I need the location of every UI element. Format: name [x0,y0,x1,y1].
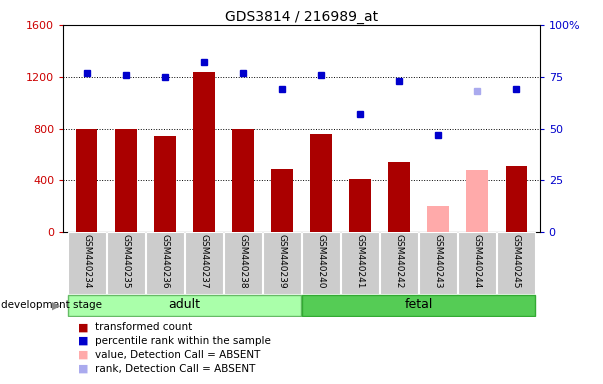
Bar [193,71,215,232]
Text: GSM440235: GSM440235 [121,234,130,289]
Bar [311,134,332,232]
Text: rank, Detection Call = ABSENT: rank, Detection Call = ABSENT [95,364,256,374]
FancyBboxPatch shape [107,232,145,294]
Text: value, Detection Call = ABSENT: value, Detection Call = ABSENT [95,350,260,360]
Text: GSM440245: GSM440245 [512,234,521,289]
Text: GSM440234: GSM440234 [82,234,91,289]
Text: GSM440240: GSM440240 [317,234,326,289]
Text: percentile rank within the sample: percentile rank within the sample [95,336,271,346]
FancyBboxPatch shape [458,232,496,294]
FancyBboxPatch shape [68,232,106,294]
FancyBboxPatch shape [185,232,223,294]
Text: transformed count: transformed count [95,322,192,332]
Text: GSM440241: GSM440241 [356,234,365,289]
Text: development stage: development stage [1,300,102,310]
Text: GSM440237: GSM440237 [200,234,209,289]
Bar [115,129,136,232]
Text: ■: ■ [78,350,89,360]
Bar [467,170,488,232]
Text: adult: adult [168,298,200,311]
Bar [349,179,371,232]
FancyBboxPatch shape [146,232,184,294]
Bar [271,169,292,232]
Bar [428,207,449,232]
FancyBboxPatch shape [380,232,418,294]
Text: GSM440244: GSM440244 [473,234,482,288]
Text: GSM440242: GSM440242 [394,234,403,288]
Text: ▶: ▶ [52,300,60,310]
FancyBboxPatch shape [224,232,262,294]
Text: ■: ■ [78,322,89,332]
Text: GSM440238: GSM440238 [238,234,247,289]
Text: ■: ■ [78,364,89,374]
Bar [154,136,175,232]
Bar [505,166,527,232]
FancyBboxPatch shape [302,295,535,316]
Text: GDS3814 / 216989_at: GDS3814 / 216989_at [225,10,378,23]
FancyBboxPatch shape [341,232,379,294]
Bar [232,129,254,232]
Bar [76,129,98,232]
Text: GSM440243: GSM440243 [434,234,443,289]
Bar [388,162,410,232]
FancyBboxPatch shape [302,232,340,294]
Text: ■: ■ [78,336,89,346]
FancyBboxPatch shape [263,232,301,294]
FancyBboxPatch shape [497,232,535,294]
Text: fetal: fetal [405,298,433,311]
FancyBboxPatch shape [419,232,457,294]
FancyBboxPatch shape [68,295,301,316]
Text: GSM440239: GSM440239 [277,234,286,289]
Text: GSM440236: GSM440236 [160,234,169,289]
